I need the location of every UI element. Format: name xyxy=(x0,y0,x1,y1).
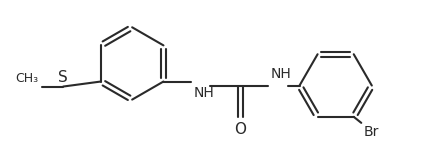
Text: CH₃: CH₃ xyxy=(15,72,38,85)
Text: O: O xyxy=(234,122,246,137)
Text: S: S xyxy=(58,70,68,85)
Text: Br: Br xyxy=(363,125,379,139)
Text: NH: NH xyxy=(270,67,291,81)
Text: NH: NH xyxy=(194,86,214,100)
